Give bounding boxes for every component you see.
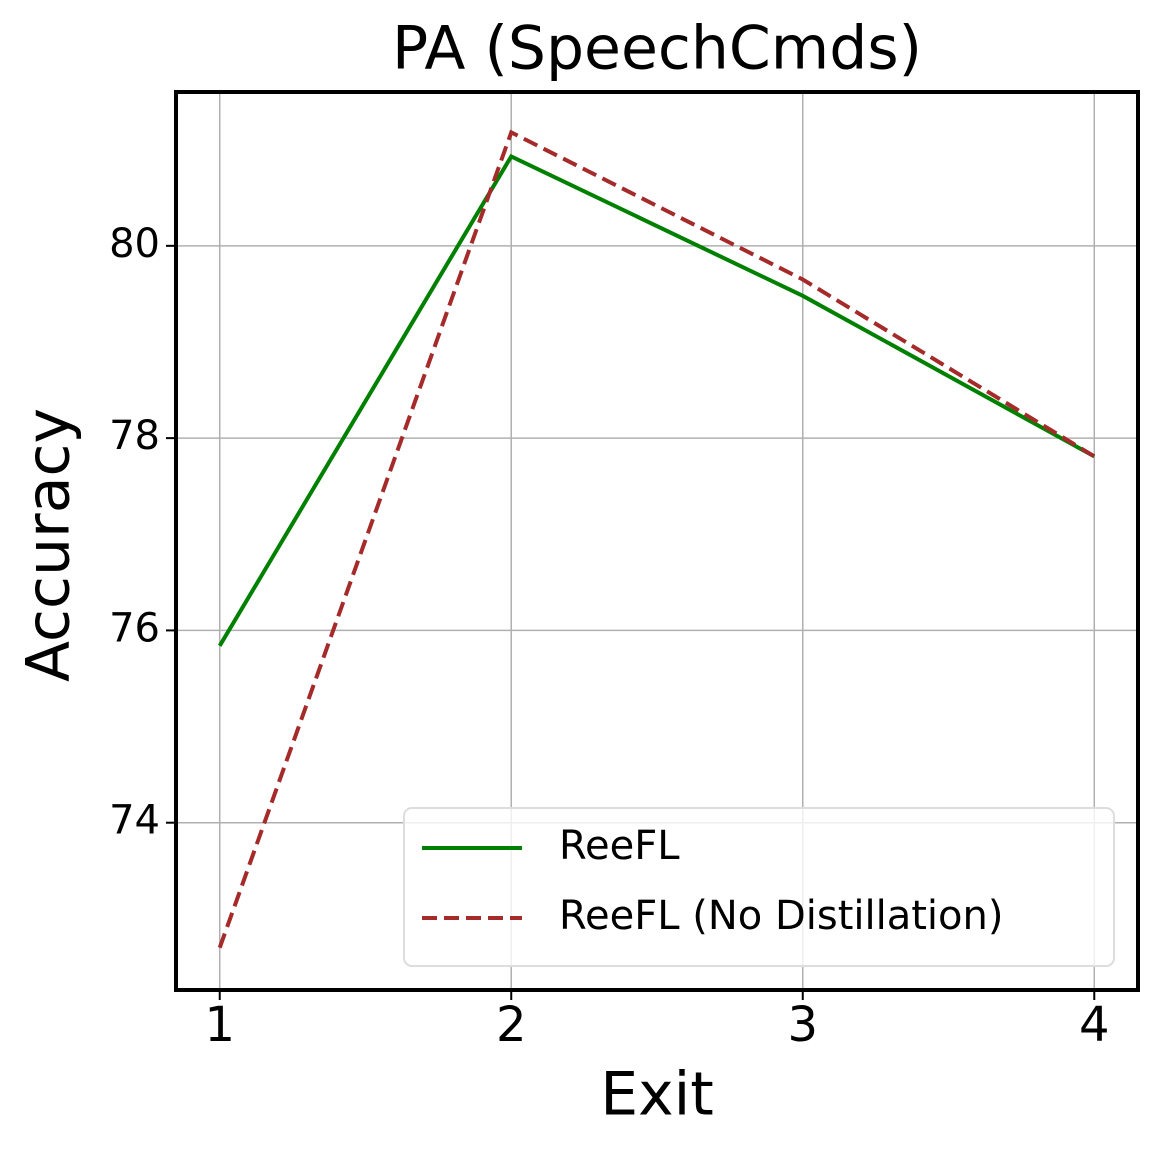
legend-label: ReeFL (No Distillation): [559, 893, 1003, 939]
legend-box: [403, 807, 1115, 967]
x-tick-label: 2: [496, 997, 527, 1053]
y-tick-label: 78: [109, 413, 160, 459]
x-tick-label: 4: [1079, 997, 1110, 1053]
legend: ReeFL ReeFL (No Distillation): [403, 807, 1115, 967]
x-axis-label: Exit: [600, 1060, 714, 1130]
y-tick-label: 80: [109, 221, 160, 267]
y-tick-label: 74: [109, 798, 160, 844]
chart-title: PA (SpeechCmds): [392, 14, 922, 84]
y-axis-label: Accuracy: [14, 408, 84, 682]
x-tick-label: 1: [204, 997, 235, 1053]
plot-frame: [174, 90, 1140, 992]
legend-label: ReeFL: [559, 823, 680, 869]
line-series: [218, 153, 1096, 647]
line-series: [217, 129, 1096, 949]
y-tick-label: 76: [109, 605, 160, 651]
x-tick-label: 3: [787, 997, 818, 1053]
